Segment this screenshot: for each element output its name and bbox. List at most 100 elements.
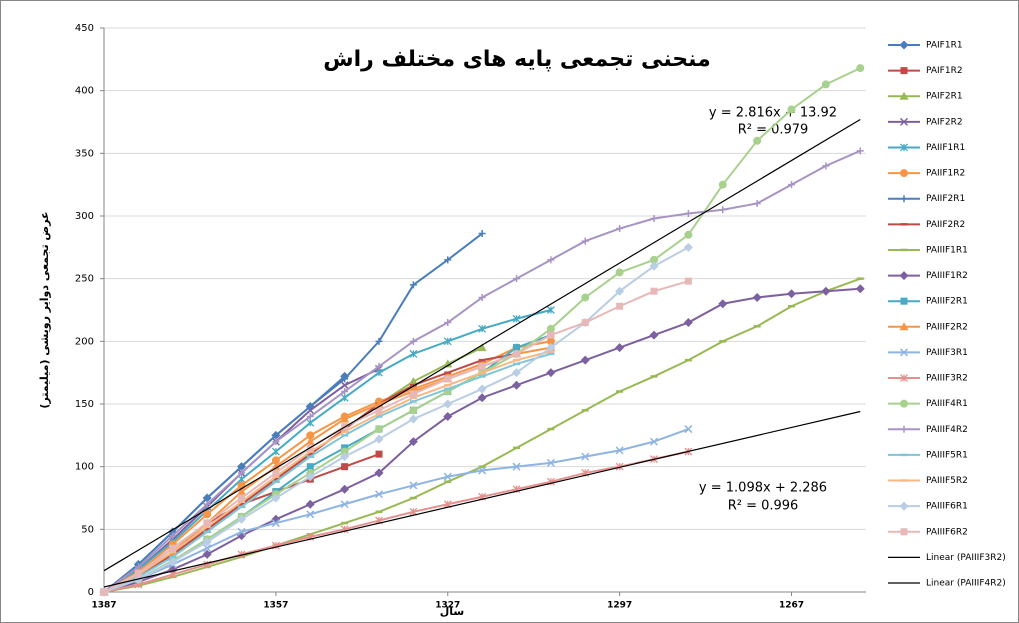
legend-item: PAIIIF1R2 — [888, 271, 968, 281]
x-tick-label: 1327 — [435, 601, 460, 611]
y-axis-label: عرض تجمعی دوایر رویشی (میلیمتر) — [38, 211, 51, 408]
marker — [855, 284, 865, 294]
marker — [305, 499, 315, 509]
legend-label: PAIF1R1 — [926, 41, 963, 51]
series-line — [103, 246, 689, 593]
legend-item: PAIF1R2 — [888, 66, 963, 76]
marker — [375, 368, 383, 377]
annotation: R² = 0.996 — [728, 499, 799, 514]
marker — [683, 318, 693, 328]
legend-item: PAIIIF5R1 — [888, 450, 968, 460]
marker — [900, 169, 908, 178]
marker — [684, 425, 693, 434]
y-tick-label: 300 — [75, 211, 94, 222]
marker — [238, 469, 246, 477]
marker — [409, 281, 417, 289]
legend-label: PAIIIF3R2 — [926, 374, 968, 384]
marker — [306, 463, 314, 471]
marker — [340, 393, 349, 402]
marker — [900, 425, 908, 433]
y-tick-label: 200 — [75, 336, 94, 347]
marker — [444, 375, 452, 383]
marker — [477, 384, 487, 394]
marker — [409, 406, 418, 415]
marker — [306, 413, 314, 421]
legend-item: PAIIIF6R1 — [888, 501, 968, 512]
marker — [821, 286, 831, 296]
marker — [478, 230, 486, 238]
legend-label: Linear (PAIIIF4R2) — [926, 579, 1006, 589]
y-tick-label: 350 — [75, 148, 94, 159]
marker — [408, 414, 418, 424]
x-axis-label: سال — [440, 605, 465, 618]
legend-item: PAIIIF4R2 — [888, 425, 968, 435]
marker — [306, 431, 315, 440]
marker — [547, 256, 555, 264]
marker — [615, 286, 625, 296]
marker — [203, 544, 212, 553]
marker — [271, 456, 280, 465]
marker — [650, 287, 658, 295]
marker — [787, 105, 796, 114]
legend-label: PAIIIF6R2 — [926, 527, 968, 537]
series-line — [103, 280, 689, 593]
chart-title: منحنی تجمعی پایه های مختلف راش — [323, 47, 711, 72]
marker — [271, 493, 281, 503]
marker — [719, 206, 727, 214]
marker — [752, 292, 762, 302]
legend-item: PAIIIF4R1 — [888, 399, 968, 409]
marker — [650, 215, 658, 223]
marker — [341, 375, 349, 383]
x-tick-label: 1387 — [91, 601, 116, 611]
series — [100, 277, 692, 596]
marker — [899, 117, 909, 126]
marker — [443, 472, 452, 481]
marker — [375, 362, 383, 370]
legend-item: Linear (PAIIIF3R2) — [888, 553, 1006, 563]
annotation: R² = 0.979 — [738, 123, 809, 138]
marker — [375, 406, 383, 414]
marker — [615, 446, 624, 455]
marker — [581, 293, 590, 302]
marker — [409, 349, 418, 358]
marker — [900, 143, 908, 152]
legend-label: PAIF1R2 — [926, 66, 963, 76]
marker — [202, 549, 212, 559]
series — [99, 425, 693, 597]
marker — [444, 256, 452, 264]
marker — [272, 469, 280, 477]
legend-item: PAIIIF5R2 — [888, 476, 968, 486]
marker — [237, 527, 246, 536]
legend-label: PAIIIF1R2 — [926, 271, 968, 281]
marker — [375, 337, 383, 345]
marker — [546, 337, 555, 346]
marker — [718, 180, 727, 189]
marker — [513, 344, 521, 352]
x-tick-label: 1267 — [779, 601, 804, 611]
legend-label: PAIF2R1 — [926, 92, 963, 102]
legend-label: PAIF2R2 — [926, 117, 963, 127]
marker — [547, 331, 555, 339]
marker — [444, 319, 452, 327]
marker — [340, 484, 350, 494]
marker — [409, 481, 418, 490]
marker — [408, 376, 418, 385]
legend-item: PAIIF2R1 — [888, 194, 965, 204]
marker — [409, 337, 417, 345]
marker — [408, 437, 418, 447]
marker — [899, 91, 909, 100]
marker — [238, 463, 246, 471]
marker — [375, 425, 384, 434]
legend-item: PAIF1R1 — [888, 40, 963, 51]
series — [103, 410, 861, 588]
marker — [271, 519, 280, 528]
marker — [900, 528, 908, 536]
marker — [443, 359, 453, 368]
marker — [899, 348, 909, 357]
marker — [649, 437, 659, 446]
marker — [821, 80, 830, 89]
legend-label: PAIIIF3R1 — [926, 348, 968, 358]
marker — [375, 450, 383, 458]
marker — [237, 550, 246, 559]
